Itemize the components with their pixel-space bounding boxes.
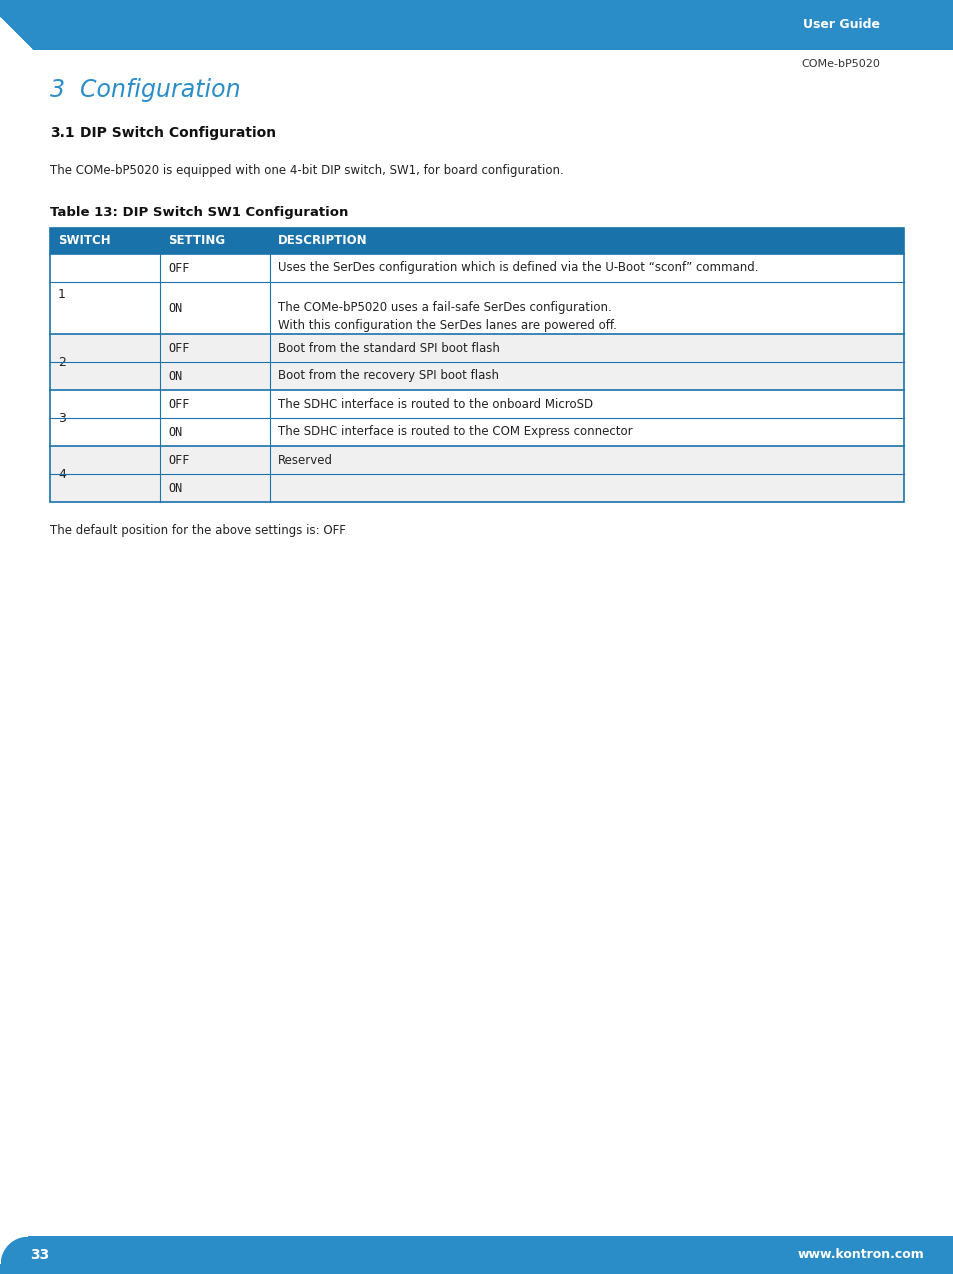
Polygon shape	[0, 18, 32, 50]
Text: The SDHC interface is routed to the onboard MicroSD: The SDHC interface is routed to the onbo…	[277, 397, 593, 410]
Bar	[50, 446, 903, 474]
Bar	[50, 334, 903, 362]
Bar	[50, 418, 903, 446]
Text: Configuration: Configuration	[80, 78, 240, 102]
Text: User Guide: User Guide	[802, 19, 879, 32]
Text: DIP Switch Configuration: DIP Switch Configuration	[80, 126, 275, 140]
Text: 3: 3	[50, 78, 65, 102]
Bar	[0, 0, 953, 50]
Text: ON: ON	[168, 482, 182, 494]
Text: The COMe-bP5020 uses a fail-safe SerDes configuration.: The COMe-bP5020 uses a fail-safe SerDes …	[277, 301, 611, 313]
Text: The COMe-bP5020 is equipped with one 4-bit DIP switch, SW1, for board configurat: The COMe-bP5020 is equipped with one 4-b…	[50, 164, 563, 177]
Text: Reserved: Reserved	[277, 454, 333, 466]
Text: ON: ON	[168, 302, 182, 315]
Text: 3: 3	[58, 412, 66, 424]
Text: SETTING: SETTING	[168, 234, 225, 247]
Text: 2: 2	[58, 355, 66, 368]
Bar	[50, 362, 903, 390]
Text: OFF: OFF	[168, 261, 190, 274]
Bar	[50, 390, 903, 418]
Text: The default position for the above settings is: OFF: The default position for the above setti…	[50, 524, 346, 538]
Text: OFF: OFF	[168, 454, 190, 466]
Text: DESCRIPTION: DESCRIPTION	[277, 234, 367, 247]
Text: www.kontron.com: www.kontron.com	[797, 1249, 923, 1261]
Text: 33: 33	[30, 1249, 50, 1263]
Bar	[50, 282, 903, 334]
Text: With this configuration the SerDes lanes are powered off.: With this configuration the SerDes lanes…	[277, 318, 617, 333]
Text: SWITCH: SWITCH	[58, 234, 111, 247]
Text: 1: 1	[58, 288, 66, 301]
Polygon shape	[0, 1236, 28, 1264]
Bar	[50, 254, 903, 282]
Text: ON: ON	[168, 426, 182, 438]
Text: 4: 4	[58, 468, 66, 480]
Text: 3.1: 3.1	[50, 126, 74, 140]
Text: OFF: OFF	[168, 341, 190, 354]
Text: Boot from the recovery SPI boot flash: Boot from the recovery SPI boot flash	[277, 369, 498, 382]
Bar	[50, 474, 903, 502]
Bar	[0, 1236, 953, 1274]
Bar	[50, 228, 903, 502]
Text: OFF: OFF	[168, 397, 190, 410]
Text: COMe-bP5020: COMe-bP5020	[801, 59, 879, 69]
Text: ON: ON	[168, 369, 182, 382]
Text: Uses the SerDes configuration which is defined via the U-Boot “sconf” command.: Uses the SerDes configuration which is d…	[277, 261, 758, 274]
Text: Boot from the standard SPI boot flash: Boot from the standard SPI boot flash	[277, 341, 499, 354]
Text: Table 13: DIP Switch SW1 Configuration: Table 13: DIP Switch SW1 Configuration	[50, 206, 348, 219]
Text: The SDHC interface is routed to the COM Express connector: The SDHC interface is routed to the COM …	[277, 426, 632, 438]
Bar	[50, 228, 903, 254]
